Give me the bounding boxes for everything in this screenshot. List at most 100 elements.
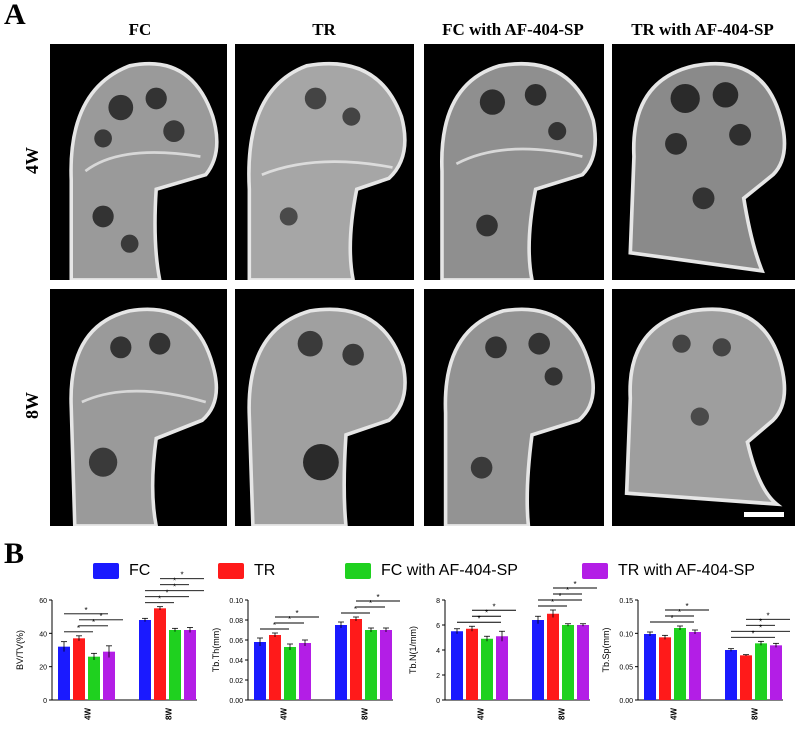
significance-marker: * <box>165 589 168 598</box>
y-tick-label: 4 <box>436 648 440 655</box>
column-header-tr-af: TR with AF-404-SP <box>631 20 774 39</box>
bar-fc-af-4w <box>481 638 493 700</box>
microct-image-fc-8w <box>50 289 227 526</box>
row-header-8w: 8W <box>22 392 42 419</box>
y-tick-label: 0.02 <box>229 678 243 685</box>
legend-label-fc: FC <box>129 562 151 579</box>
legend: FC TR FC with AF-404-SP TR with AF-404-S… <box>0 560 797 582</box>
bar-tr-af-8w <box>380 630 392 700</box>
x-tick-label: 4W <box>84 708 93 720</box>
y-tick-label: 40 <box>39 631 47 638</box>
x-tick-label: 8W <box>165 708 174 720</box>
bar-tr-4w <box>73 638 85 700</box>
x-tick-label: 4W <box>280 708 289 720</box>
significance-marker: * <box>485 608 488 617</box>
y-axis-label: Tb.Th(mm) <box>211 628 221 673</box>
bar-fc-af-8w <box>169 630 181 700</box>
significance-marker: * <box>477 614 480 623</box>
legend-item-fc-af: FC with AF-404-SP <box>345 560 518 582</box>
y-tick-label: 0 <box>43 698 47 705</box>
y-tick-label: 0.06 <box>229 638 243 645</box>
legend-swatch-fc <box>93 563 119 579</box>
bar-tr-af-4w <box>689 632 701 700</box>
bar-tr-af-8w <box>577 625 589 700</box>
significance-marker: * <box>369 599 372 608</box>
bar-fc-4w <box>58 646 70 700</box>
chart-tb-sp: Tb.Sp(mm) 0.00 0.05 0.10 0.15 4W 8W * * * * * * * <box>598 590 793 745</box>
bar-tr-af-8w <box>184 630 196 700</box>
significance-marker: * <box>77 624 80 633</box>
y-tick-label: 0.00 <box>619 698 633 705</box>
bar-tr-af-8w <box>770 645 782 700</box>
row-header-4w: 4W <box>22 147 42 174</box>
y-axis-label: Tb.Sp(mm) <box>601 627 611 672</box>
microct-image-fc-4w <box>50 44 227 280</box>
legend-label-tr: TR <box>254 562 276 579</box>
microct-image-tr-4w <box>235 44 414 280</box>
scale-bar <box>744 512 784 517</box>
bar-fc-af-8w <box>755 643 767 700</box>
significance-marker: * <box>573 580 576 589</box>
chart-tb-th: Tb.Th(mm) 0.00 0.02 0.04 0.06 0.08 0.10 4W 8W * * *… <box>208 590 403 745</box>
bar-tr-8w <box>350 619 362 700</box>
significance-marker: * <box>678 608 681 617</box>
microct-image-tr-af-4w <box>612 44 795 280</box>
bar-tr-af-4w <box>299 643 311 700</box>
bar-fc-af-8w <box>562 625 574 700</box>
microct-image-tr-8w <box>235 289 414 526</box>
y-tick-label: 0.00 <box>229 698 243 705</box>
significance-marker: * <box>685 602 688 611</box>
microct-image-tr-af-8w <box>612 289 795 526</box>
significance-marker: * <box>180 571 183 580</box>
bar-fc-8w <box>139 620 151 700</box>
y-tick-label: 0 <box>436 698 440 705</box>
significance-marker: * <box>354 605 357 614</box>
bar-fc-af-4w <box>284 647 296 700</box>
microct-image-fc-af-4w <box>424 44 604 280</box>
panel-label-b: B <box>4 537 25 570</box>
legend-item-tr-af: TR with AF-404-SP <box>582 560 755 582</box>
y-tick-label: 0.10 <box>619 631 633 638</box>
y-tick-label: 0.04 <box>229 658 243 665</box>
bar-fc-8w <box>725 650 737 700</box>
x-tick-label: 8W <box>558 708 567 720</box>
bar-tr-af-4w <box>496 636 508 700</box>
x-tick-label: 8W <box>361 708 370 720</box>
y-tick-label: 8 <box>436 598 440 605</box>
significance-marker: * <box>99 612 102 621</box>
significance-marker: * <box>566 586 569 595</box>
significance-marker: * <box>173 583 176 592</box>
y-tick-label: 6 <box>436 623 440 630</box>
y-tick-label: 2 <box>436 673 440 680</box>
significance-marker: * <box>759 623 762 632</box>
significance-marker: * <box>551 598 554 607</box>
significance-marker: * <box>295 609 298 618</box>
y-tick-label: 0.05 <box>619 665 633 672</box>
bar-tr-8w <box>154 608 166 700</box>
bar-fc-8w <box>532 620 544 700</box>
bar-tr-8w <box>740 655 752 700</box>
significance-marker: * <box>492 602 495 611</box>
bar-fc-4w <box>451 631 463 700</box>
y-tick-label: 0.08 <box>229 618 243 625</box>
legend-item-tr: TR <box>218 560 275 582</box>
x-tick-label: 4W <box>670 708 679 720</box>
bar-tr-4w <box>466 628 478 700</box>
legend-label-fc-af: FC with AF-404-SP <box>381 562 518 579</box>
column-header-fc-af: FC with AF-404-SP <box>442 20 584 39</box>
bar-tr-8w <box>547 613 559 700</box>
significance-marker: * <box>376 593 379 602</box>
legend-swatch-fc-af <box>345 563 371 579</box>
y-tick-label: 0.10 <box>229 598 243 605</box>
y-tick-label: 60 <box>39 598 47 605</box>
bar-fc-af-4w <box>674 628 686 700</box>
y-axis-label: BV/TV(%) <box>15 630 25 670</box>
significance-marker: * <box>273 621 276 630</box>
bar-fc-8w <box>335 625 347 700</box>
bar-fc-4w <box>644 634 656 700</box>
chart-bv-tv: BV/TV(%) 0 20 40 60 4W 8W * * * * * * * * * <box>12 571 204 745</box>
significance-marker: * <box>288 615 291 624</box>
bar-tr-4w <box>659 637 671 700</box>
chart-tb-n: Tb.N(1/mm) 0 2 4 6 8 4W 8W * * * * * * * <box>405 580 597 745</box>
significance-marker: * <box>766 611 769 620</box>
